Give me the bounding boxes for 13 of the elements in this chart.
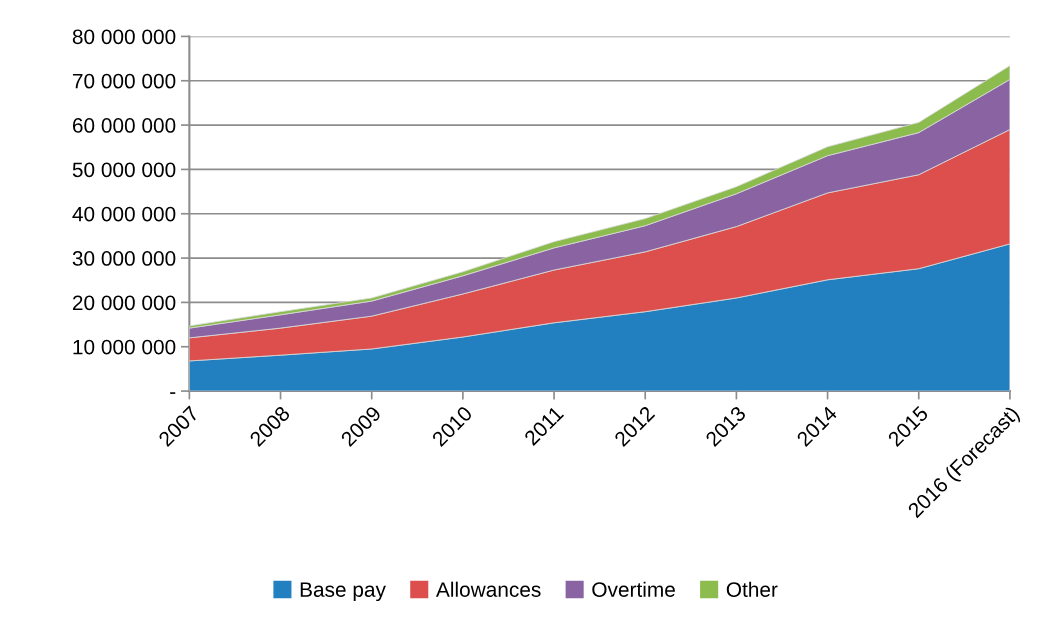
y-tick-label: - [170,392,176,394]
y-tick-label: 80 000 000 [72,29,176,45]
y-tick-label: 70 000 000 [72,73,176,89]
legend-label: Base pay [300,582,386,602]
y-tick-label: 40 000 000 [72,206,176,222]
y-tick-label: 20 000 000 [72,295,176,311]
y-tick-label: 10 000 000 [73,339,176,355]
y-tick-label: 50 000 000 [72,162,176,178]
legend-label: Allowances [435,581,541,597]
y-tick-label: 30 000 000 [72,251,176,266]
legend-label: Other [726,581,778,597]
legend-label: Overtime [592,581,675,597]
y-tick-label: 60 000 000 [72,118,176,133]
